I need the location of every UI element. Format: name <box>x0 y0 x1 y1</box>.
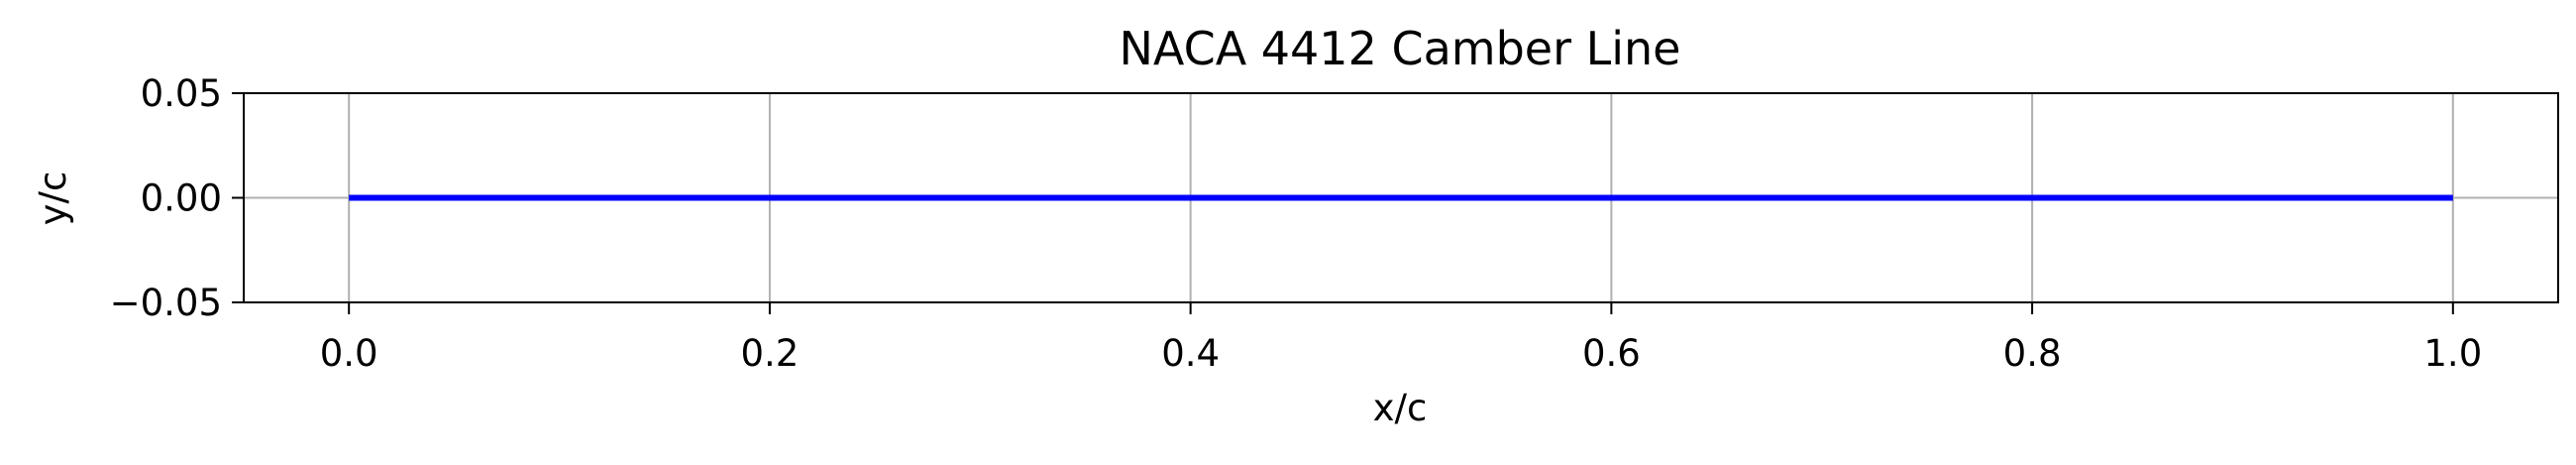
x-axis-label: x/c <box>1373 387 1428 429</box>
y-axis-ticks: 0.05 0.00 −0.05 <box>110 72 244 324</box>
x-tick-label: 1.0 <box>2423 332 2482 375</box>
y-tick-label: −0.05 <box>110 282 222 324</box>
x-tick-label: 0.2 <box>740 332 799 375</box>
x-tick-label: 0.6 <box>1582 332 1641 375</box>
y-tick-label: 0.05 <box>141 72 222 115</box>
x-axis-ticks: 0.0 0.2 0.4 0.6 0.8 1.0 <box>320 302 2482 375</box>
y-axis-label: y/c <box>32 172 74 226</box>
x-tick-label: 0.0 <box>320 332 378 375</box>
y-tick-label: 0.00 <box>141 177 222 220</box>
chart-title: NACA 4412 Camber Line <box>1120 22 1681 75</box>
x-tick-label: 0.8 <box>2003 332 2062 375</box>
x-tick-label: 0.4 <box>1161 332 1220 375</box>
